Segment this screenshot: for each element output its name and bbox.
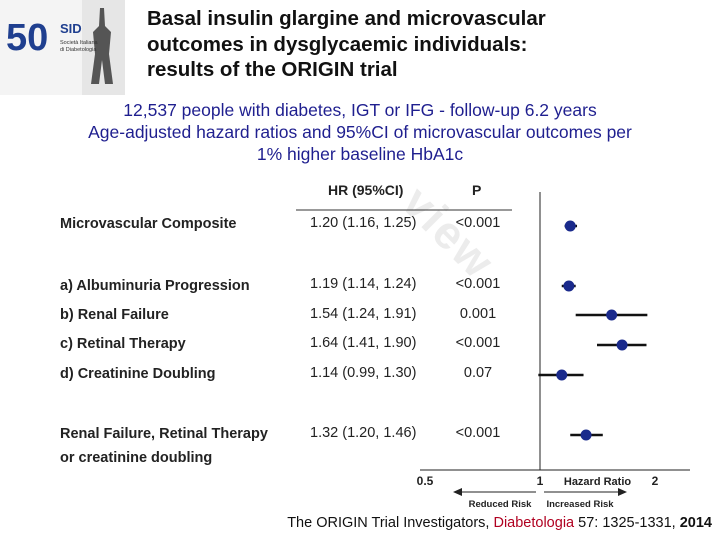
title-line-3: results of the ORIGIN trial <box>147 58 398 81</box>
hazard-ratio-point <box>580 429 592 441</box>
citation-details: 57: 1325-1331, <box>574 515 680 531</box>
subtitle-line-3: 1% higher baseline HbA1c <box>256 144 464 164</box>
row-hr-renal-failure: 1.54 (1.24, 1.91) <box>310 306 417 322</box>
reduced-risk-arrowhead <box>453 488 462 496</box>
citation-authors: The ORIGIN Trial Investigators, <box>287 515 494 531</box>
row-p-renal-failure: 0.001 <box>459 306 497 322</box>
hazard-ratio-point <box>606 309 618 321</box>
citation: The ORIGIN Trial Investigators, Diabetol… <box>287 515 712 531</box>
logo-line-2: di Diabetologia <box>60 47 97 53</box>
row-label-retinal-therapy: c) Retinal Therapy <box>60 336 186 352</box>
sid-50-logo: 50 SID Società Italiana di Diabetologia <box>0 0 125 95</box>
hazard-ratio-point <box>563 280 575 292</box>
hazard-ratio-point <box>616 339 628 351</box>
logo-line-1: Società Italiana <box>60 40 99 46</box>
reduced-risk-label: Reduced Risk <box>469 499 533 510</box>
row-label-renal-failure: b) Renal Failure <box>60 307 169 323</box>
row-p-microvascular-composite: <0.001 <box>455 215 501 231</box>
statue-silhouette <box>91 8 113 84</box>
hazard-ratio-point <box>564 220 576 232</box>
row-hr-albuminuria-progression: 1.19 (1.14, 1.24) <box>310 276 417 292</box>
row-label-creatinine-doubling: d) Creatinine Doubling <box>60 366 216 382</box>
citation-journal: Diabetologia <box>493 515 575 531</box>
logo-number: 50 <box>6 17 48 59</box>
row-label-microvascular-composite: Microvascular Composite <box>60 216 237 232</box>
axis-title: Hazard Ratio <box>564 476 632 488</box>
row-p-creatinine-doubling: 0.07 <box>463 365 493 381</box>
citation-year: 2014 <box>679 515 712 531</box>
row-p-albuminuria-progression: <0.001 <box>455 276 501 292</box>
row-hr-retinal-therapy: 1.64 (1.41, 1.90) <box>310 335 417 351</box>
logo-org: SID <box>60 21 82 36</box>
x-tick-label: 2 <box>652 474 659 488</box>
row-p-combined-outcome: <0.001 <box>455 425 501 441</box>
title-line-1: Basal insulin glargine and microvascular <box>147 7 546 30</box>
increased-risk-arrowhead <box>618 488 627 496</box>
title-line-2: outcomes in dysglycaemic individuals: <box>147 32 528 56</box>
x-axis-ticks: 0.5 1 2 <box>417 474 659 488</box>
slide-title: Basal insulin glargine and microvascular… <box>147 6 707 83</box>
p-column-header: P <box>472 182 482 198</box>
row-hr-microvascular-composite: 1.20 (1.16, 1.25) <box>310 215 417 231</box>
hr-column-header: HR (95%CI) <box>328 182 404 198</box>
forest-marks <box>538 220 648 441</box>
subtitle-line-1: 12,537 people with diabetes, IGT or IFG … <box>123 100 597 120</box>
subtitle-line-2: Age-adjusted hazard ratios and 95%CI of … <box>88 122 632 142</box>
row-label-combined-outcome: Renal Failure, Retinal Therapy or creati… <box>60 426 268 466</box>
x-tick-label: 0.5 <box>417 474 434 488</box>
x-tick-label: 1 <box>537 474 544 488</box>
row-p-retinal-therapy: <0.001 <box>455 335 501 351</box>
hazard-ratio-point <box>556 369 568 381</box>
slide-subtitle: 12,537 people with diabetes, IGT or IFG … <box>0 99 720 165</box>
row-label-albuminuria-progression: a) Albuminuria Progression <box>60 278 250 294</box>
row-hr-creatinine-doubling: 1.14 (0.99, 1.30) <box>310 365 417 381</box>
increased-risk-label: Increased Risk <box>546 499 614 510</box>
row-hr-combined-outcome: 1.32 (1.20, 1.46) <box>310 425 417 441</box>
